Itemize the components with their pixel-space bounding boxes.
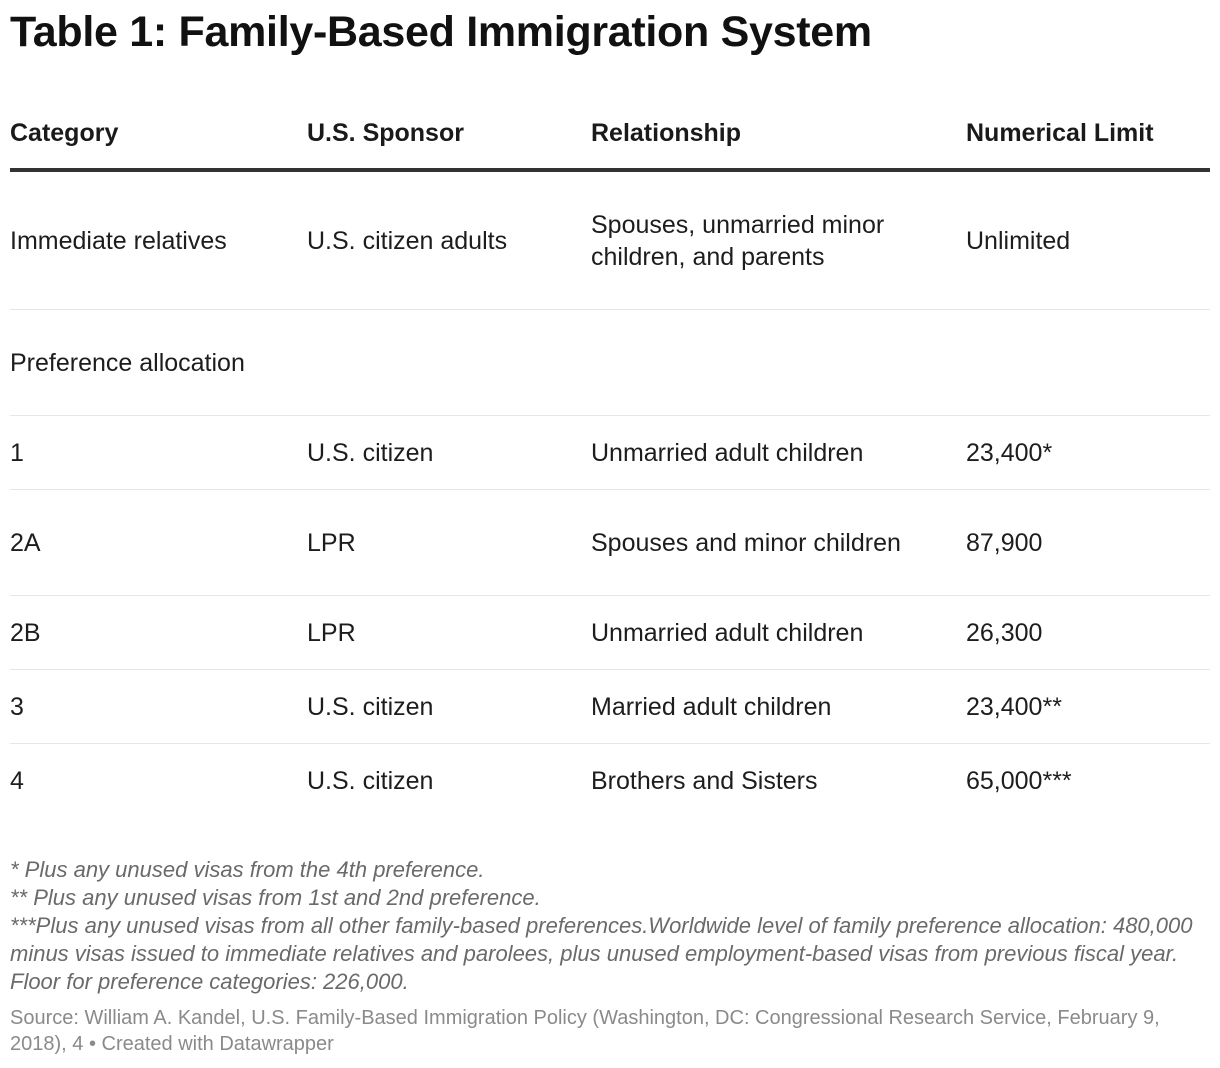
table-row: 3 U.S. citizen Married adult children 23… [10, 670, 1210, 744]
table-cell-limit: 87,900 [966, 528, 1043, 557]
table-cell-limit: Unlimited [966, 226, 1071, 255]
table-cell-relationship: Unmarried adult children [591, 618, 864, 647]
source-credit: Source: William A. Kandel, U.S. Family-B… [10, 1007, 1160, 1055]
table-row: 1 U.S. citizen Unmarried adult children … [10, 416, 1210, 490]
table-cell-category: Preference allocation [10, 348, 245, 377]
column-header-category: Category [10, 118, 119, 147]
table-cell-sponsor: LPR [307, 618, 356, 647]
table-cell-category: 1 [10, 438, 24, 467]
table-header-row: Category U.S. Sponsor Relationship Numer… [10, 97, 1210, 172]
table-cell-relationship: Spouses and minor children [591, 528, 901, 557]
table-row: 4 U.S. citizen Brothers and Sisters 65,0… [10, 744, 1210, 818]
table-cell-sponsor: U.S. citizen [307, 438, 434, 467]
table-cell-relationship: Married adult children [591, 692, 832, 721]
table-row: 2A LPR Spouses and minor children 87,900 [10, 490, 1210, 596]
footnote-3: ***Plus any unused visas from all other … [10, 913, 1193, 994]
table-cell-category: Immediate relatives [10, 226, 227, 255]
table-cell-limit: 23,400* [966, 438, 1053, 467]
table-cell-limit: 26,300 [966, 618, 1043, 647]
footnote-2: ** Plus any unused visas from 1st and 2n… [10, 885, 541, 910]
column-header-us-sponsor: U.S. Sponsor [307, 118, 464, 147]
table-cell-relationship: Unmarried adult children [591, 438, 864, 467]
table-row: 2B LPR Unmarried adult children 26,300 [10, 596, 1210, 670]
footnotes: * Plus any unused visas from the 4th pre… [10, 856, 1210, 996]
column-header-numerical-limit: Numerical Limit [966, 118, 1154, 147]
column-header-relationship: Relationship [591, 118, 742, 147]
table-cell-sponsor: U.S. citizen [307, 767, 434, 795]
table-cell-category: 2A [10, 528, 41, 557]
immigration-table: Category U.S. Sponsor Relationship Numer… [10, 97, 1210, 818]
table-row: Immediate relatives U.S. citizen adults … [10, 172, 1210, 310]
table-cell-sponsor: LPR [307, 528, 356, 557]
table-cell-limit: 65,000*** [966, 767, 1072, 795]
table-cell-limit: 23,400** [966, 692, 1062, 721]
table-cell-sponsor: U.S. citizen adults [307, 226, 508, 255]
page-title: Table 1: Family-Based Immigration System [10, 8, 872, 56]
footnote-1: * Plus any unused visas from the 4th pre… [10, 857, 485, 882]
table-cell-relationship: Spouses, unmarried minor children, and p… [591, 210, 885, 271]
table-cell-sponsor: U.S. citizen [307, 692, 434, 721]
table-cell-relationship: Brothers and Sisters [591, 767, 818, 795]
table-row: Preference allocation [10, 310, 1210, 416]
table-cell-category: 4 [10, 767, 24, 795]
table-cell-category: 3 [10, 692, 24, 721]
table-cell-category: 2B [10, 618, 41, 647]
